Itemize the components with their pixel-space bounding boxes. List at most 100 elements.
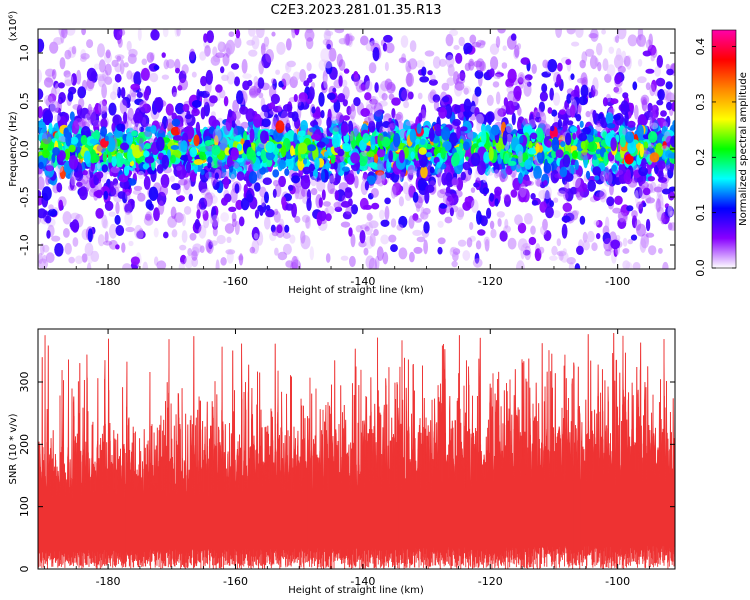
spectrogram-x-tick-label: -120	[478, 275, 503, 288]
spectrogram-cell	[51, 69, 57, 80]
spectrogram-cell	[520, 245, 525, 260]
spectrogram-cell	[98, 100, 107, 115]
spectrogram-cell	[380, 219, 390, 227]
spectrogram-cell	[174, 58, 181, 71]
spectrogram-cell	[462, 85, 472, 95]
spectrogram-cell	[453, 71, 460, 85]
spectrogram-cell	[156, 191, 167, 206]
spectrogram-cell	[363, 247, 369, 256]
spectrogram-cell	[322, 70, 328, 85]
spectrogram-cell	[123, 62, 129, 68]
spectrogram-cell	[543, 123, 552, 138]
spectrogram-cell	[410, 151, 415, 160]
spectrogram-cell	[109, 181, 114, 193]
spectrogram-cell	[212, 178, 220, 191]
spectrogram-cell	[453, 45, 460, 50]
spectrogram-cell	[295, 186, 306, 200]
spectrogram-cell	[497, 108, 507, 117]
spectrogram-cell	[430, 74, 436, 81]
spectrogram-cell	[284, 168, 290, 177]
spectrogram-cell	[595, 122, 602, 132]
spectrogram-cell	[70, 73, 78, 86]
spectrogram-cell	[232, 218, 237, 228]
spectrogram-cell	[407, 169, 417, 176]
spectrogram-cell	[265, 141, 276, 153]
spectrogram-cell	[77, 86, 87, 99]
spectrogram-cell	[611, 164, 617, 172]
spectrogram-cell	[585, 48, 595, 57]
spectrogram-cell	[662, 261, 669, 269]
spectrogram-cell	[605, 216, 610, 232]
spectrogram-cell	[458, 36, 465, 47]
spectrogram-cell	[557, 190, 567, 197]
spectrogram-cell	[576, 245, 584, 255]
spectrogram-cell	[64, 79, 72, 87]
spectrogram-cell	[437, 237, 446, 245]
spectrogram-cell	[643, 231, 649, 244]
spectrogram-cell	[471, 42, 482, 48]
spectrogram-cell	[238, 253, 244, 266]
spectrogram-cell	[119, 157, 126, 165]
spectrogram-cell	[561, 215, 571, 223]
spectrogram-cell	[587, 141, 598, 153]
spectrogram-cell	[73, 118, 84, 129]
spectrogram-cell	[145, 211, 153, 222]
spectrogram-cell	[483, 151, 490, 164]
spectrogram-cell	[175, 102, 185, 115]
spectrogram-cell	[614, 195, 623, 205]
spectrogram-cell	[406, 72, 413, 87]
spectrogram-cell	[78, 97, 85, 109]
spectrogram-cell	[87, 103, 92, 115]
spectrogram-cell	[184, 114, 192, 120]
spectrogram-cell	[132, 144, 143, 159]
spectrogram-cell	[72, 104, 82, 110]
spectrogram-cell	[510, 189, 518, 198]
spectrogram-cell	[200, 75, 208, 87]
spectrogram-cell	[180, 254, 187, 265]
spectrogram-cell	[210, 195, 218, 205]
spectrogram-cell	[544, 124, 552, 137]
spectrogram-cell	[76, 69, 82, 85]
spectrogram-cell	[449, 29, 459, 37]
spectrogram-cell	[469, 60, 474, 67]
spectrogram-cell	[111, 156, 117, 167]
spectrogram-cell	[102, 69, 109, 82]
spectrogram-cell	[223, 43, 233, 57]
spectrogram-cell	[349, 131, 354, 142]
spectrogram-cell	[198, 197, 208, 210]
spectrogram-cell	[601, 29, 606, 35]
spectrogram-cell	[181, 230, 188, 243]
spectrogram-cell	[617, 65, 626, 74]
spectrogram-cell	[534, 177, 542, 187]
spectrogram-cell	[191, 256, 199, 268]
spectrogram-cell	[455, 52, 463, 64]
spectrogram-cell	[192, 243, 203, 253]
spectrogram-cell	[289, 261, 298, 269]
spectrogram-cell	[121, 242, 126, 253]
spectrogram-cell	[115, 244, 120, 250]
spectrogram-cell	[297, 130, 307, 137]
spectrogram-cell	[600, 170, 608, 182]
spectrogram-cell	[617, 218, 627, 229]
spectrogram-cell	[592, 89, 599, 97]
spectrogram-cell	[348, 227, 353, 237]
spectrogram-cell	[216, 159, 223, 169]
spectrogram-cell	[104, 51, 112, 64]
spectrogram-cell	[578, 132, 588, 142]
spectrogram-cell	[469, 222, 474, 230]
spectrogram-cell	[434, 123, 441, 131]
spectrogram-cell	[602, 232, 611, 245]
spectrogram-cell	[416, 193, 425, 204]
spectrogram-cell	[441, 82, 450, 91]
spectrogram-cell	[170, 206, 177, 219]
spectrogram-cell	[264, 216, 271, 230]
spectrogram-cell	[116, 123, 125, 132]
spectrogram-cell	[64, 148, 71, 161]
spectrogram-cell	[270, 93, 280, 105]
spectrogram-cell	[154, 256, 159, 266]
spectrogram-cell	[130, 92, 137, 98]
spectrogram-cell	[231, 212, 237, 222]
spectrogram-cell	[191, 108, 200, 117]
spectrogram-cell	[273, 211, 281, 223]
spectrogram-cell	[643, 104, 649, 113]
